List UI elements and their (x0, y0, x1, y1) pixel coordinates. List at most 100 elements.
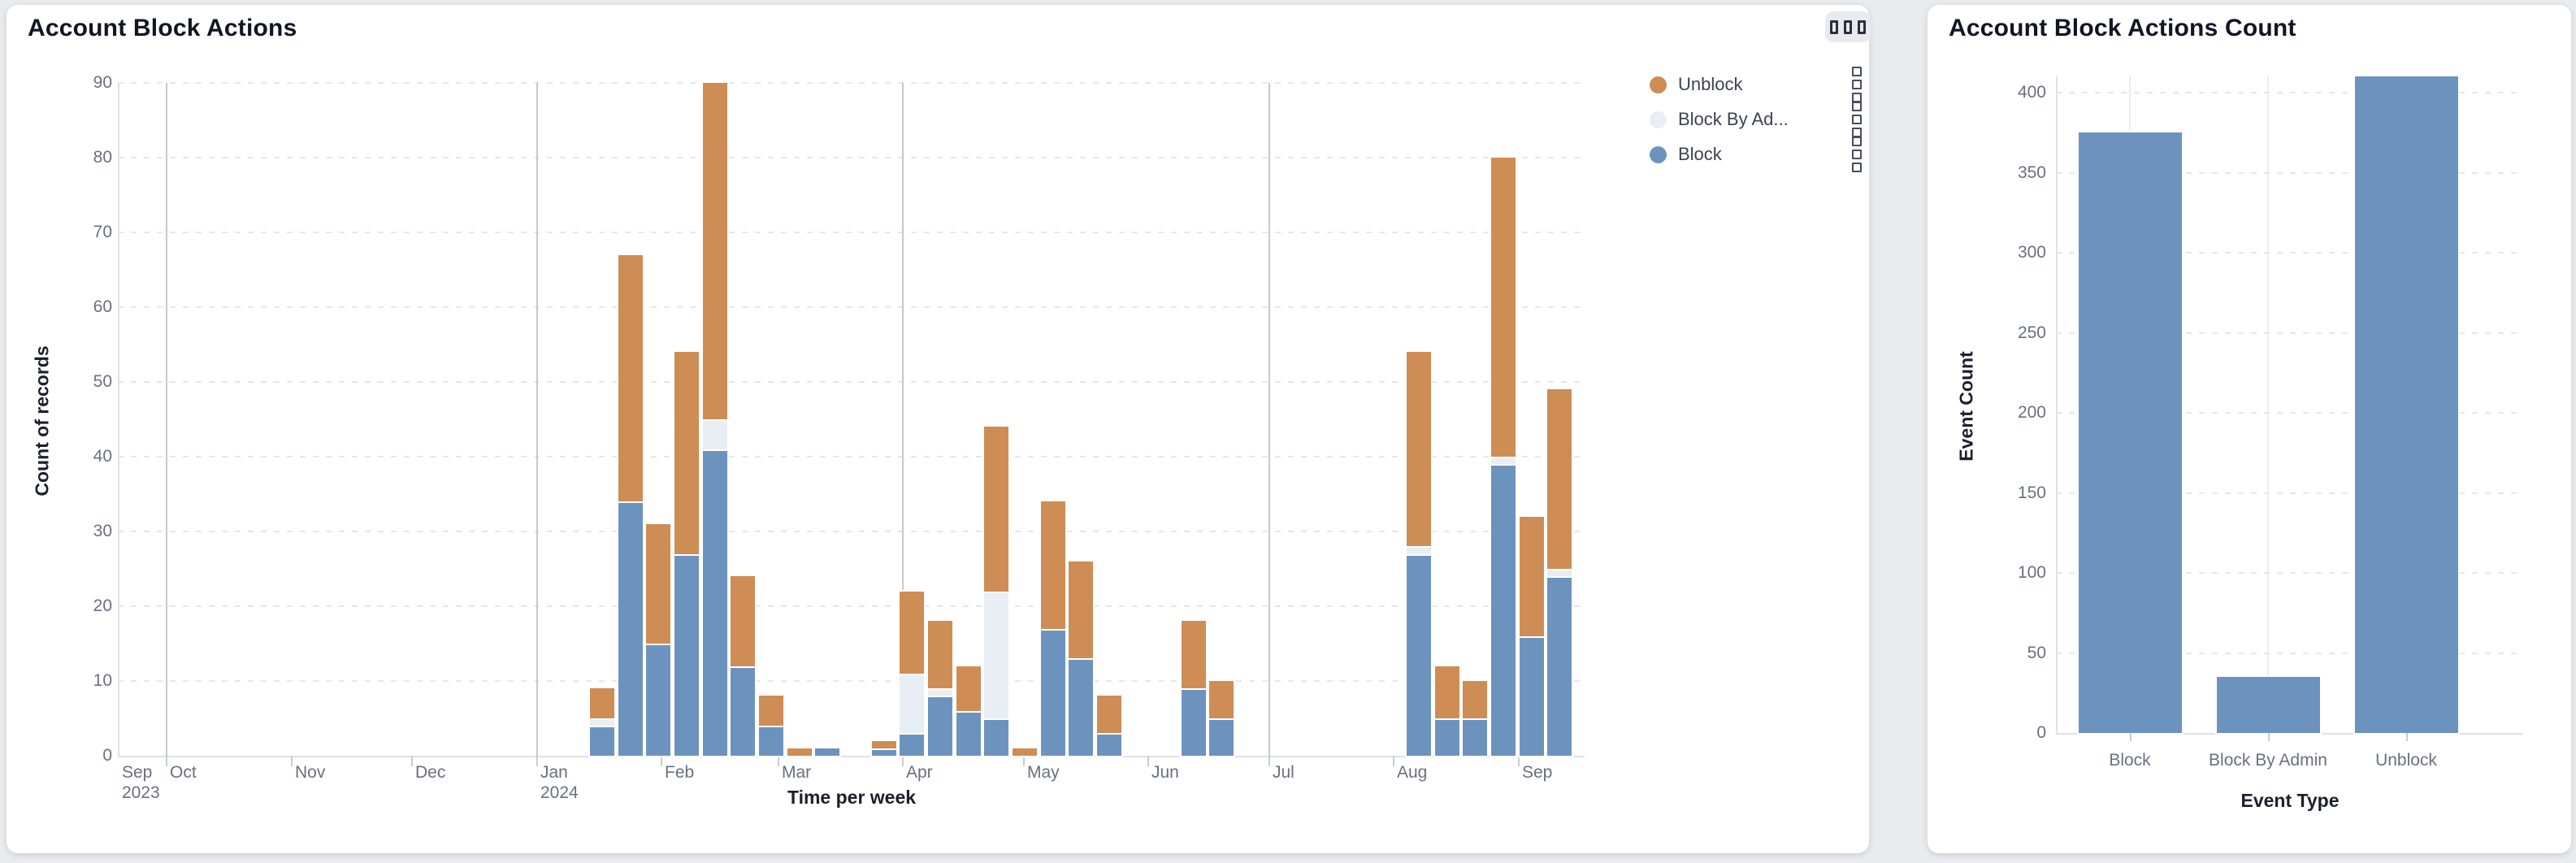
bar-segment-block[interactable] (1039, 627, 1067, 757)
bar-segment-unblock[interactable] (1011, 746, 1039, 758)
bar-segment-block[interactable] (1180, 687, 1208, 757)
category-label-block-by-admin: Block By Admin (2209, 751, 2327, 770)
legend-label: Unblock (1678, 74, 1743, 94)
bar-segment-block[interactable] (673, 552, 700, 757)
bar-segment-block[interactable] (757, 724, 785, 757)
y-tick-label: 10 (93, 671, 112, 690)
bar-block[interactable] (2076, 131, 2184, 735)
squares-menu-icon (1858, 20, 1866, 34)
bar-segment-block[interactable] (1405, 552, 1433, 757)
y-tick-label: 150 (2017, 483, 2046, 502)
month-tick (166, 756, 167, 766)
bar-segment-block[interactable] (701, 447, 729, 757)
bar-segment-unblock[interactable] (673, 350, 700, 556)
month-tick (536, 756, 538, 766)
bar-segment-block-by-admin[interactable] (926, 687, 954, 698)
bar-segment-unblock[interactable] (1405, 350, 1433, 549)
bar-segment-unblock[interactable] (588, 687, 616, 720)
legend-item-block-by-ad[interactable]: Block By Ad... (1650, 102, 1863, 137)
legend-item-block[interactable]: Block (1650, 137, 1863, 172)
category-label-block: Block (2109, 751, 2151, 770)
bar-segment-block[interactable] (1546, 575, 1573, 757)
bar-segment-block[interactable] (644, 642, 672, 757)
bar-segment-block[interactable] (955, 709, 982, 757)
bar-segment-block-by-admin[interactable] (898, 671, 926, 735)
bar-segment-unblock[interactable] (1039, 500, 1067, 631)
bar-segment-unblock[interactable] (644, 522, 672, 645)
bar-segment-unblock[interactable] (1490, 156, 1517, 458)
legend-item-unblock[interactable]: Unblock (1650, 67, 1863, 102)
bar-segment-unblock[interactable] (701, 81, 729, 421)
bar-segment-unblock[interactable] (1067, 559, 1095, 661)
bar-segment-block[interactable] (1208, 717, 1235, 757)
month-tick (778, 756, 779, 766)
bar-segment-block[interactable] (1518, 634, 1546, 757)
bar-segment-block[interactable] (588, 724, 616, 757)
month-label: May (1027, 763, 1060, 782)
bar-segment-block[interactable] (982, 717, 1010, 757)
bar-segment-unblock[interactable] (729, 575, 757, 668)
bar-segment-unblock[interactable] (926, 619, 954, 691)
bar-segment-block[interactable] (1095, 731, 1123, 757)
bar-segment-block[interactable] (1490, 462, 1517, 757)
bar-segment-unblock[interactable] (1208, 679, 1235, 720)
bar-segment-unblock[interactable] (786, 746, 813, 758)
bar-segment-unblock[interactable] (955, 664, 982, 713)
bar-segment-unblock[interactable] (757, 694, 785, 728)
drag-handle-icon[interactable] (1850, 65, 1863, 104)
bar-segment-block[interactable] (870, 746, 898, 758)
bar-segment-block-by-admin[interactable] (1490, 454, 1517, 466)
y-tick-label: 0 (2036, 723, 2046, 742)
bar-segment-unblock[interactable] (1518, 514, 1546, 638)
bar-segment-unblock[interactable] (1095, 694, 1123, 735)
month-label-year: 2024 (540, 783, 579, 802)
bar-segment-block[interactable] (729, 664, 757, 757)
gridline-y-20 (118, 605, 1585, 607)
bar-segment-unblock[interactable] (982, 425, 1010, 593)
month-label: Jan 2024 (540, 763, 579, 802)
x-axis-line (2056, 733, 2523, 735)
right-chart-title: Account Block Actions Count (1949, 15, 2296, 41)
bar-segment-unblock[interactable] (617, 253, 644, 504)
bar-segment-block-by-admin[interactable] (701, 418, 729, 451)
drag-handle-icon[interactable] (1850, 135, 1863, 174)
bar-segment-block-by-admin[interactable] (588, 716, 616, 728)
bar-segment-unblock[interactable] (1180, 619, 1208, 691)
gridline-y-90 (118, 82, 1585, 84)
gridline-y-30 (118, 531, 1585, 532)
month-tick (291, 756, 293, 766)
left-x-axis-title: Time per week (787, 787, 917, 808)
drag-handle-dot (1852, 67, 1862, 76)
legend-label: Block (1678, 144, 1722, 164)
bar-segment-unblock[interactable] (898, 589, 926, 675)
month-label: Sep 2023 (122, 763, 160, 802)
bar-block-by-admin[interactable] (2214, 675, 2322, 735)
bar-segment-block[interactable] (813, 746, 841, 758)
bar-segment-unblock[interactable] (870, 739, 898, 750)
bar-segment-block-by-admin[interactable] (1546, 566, 1573, 579)
bar-segment-block[interactable] (1433, 717, 1461, 757)
bar-unblock[interactable] (2353, 75, 2460, 735)
gridline-y-300 (2056, 252, 2523, 254)
bar-segment-block[interactable] (926, 694, 954, 757)
month-tick (1147, 756, 1149, 766)
quarter-gridline (902, 83, 904, 756)
bar-segment-unblock[interactable] (1461, 679, 1489, 720)
bar-segment-block[interactable] (898, 731, 926, 757)
gridline-y-70 (118, 232, 1585, 233)
chart-options-button[interactable] (1825, 11, 1871, 42)
bar-segment-block-by-admin[interactable] (1405, 544, 1433, 556)
bar-segment-block[interactable] (1067, 657, 1095, 757)
month-label: Sep (1522, 763, 1553, 782)
drag-handle-icon[interactable] (1850, 100, 1863, 139)
bar-segment-block-by-admin[interactable] (982, 589, 1010, 720)
month-tick (411, 756, 413, 766)
squares-menu-icon (1844, 20, 1852, 34)
quarter-gridline (1268, 83, 1270, 756)
bar-segment-unblock[interactable] (1433, 664, 1461, 720)
bar-segment-block[interactable] (617, 500, 644, 757)
legend-swatch-icon (1650, 145, 1667, 163)
bar-segment-block[interactable] (1461, 717, 1489, 757)
bar-segment-unblock[interactable] (1546, 388, 1573, 570)
